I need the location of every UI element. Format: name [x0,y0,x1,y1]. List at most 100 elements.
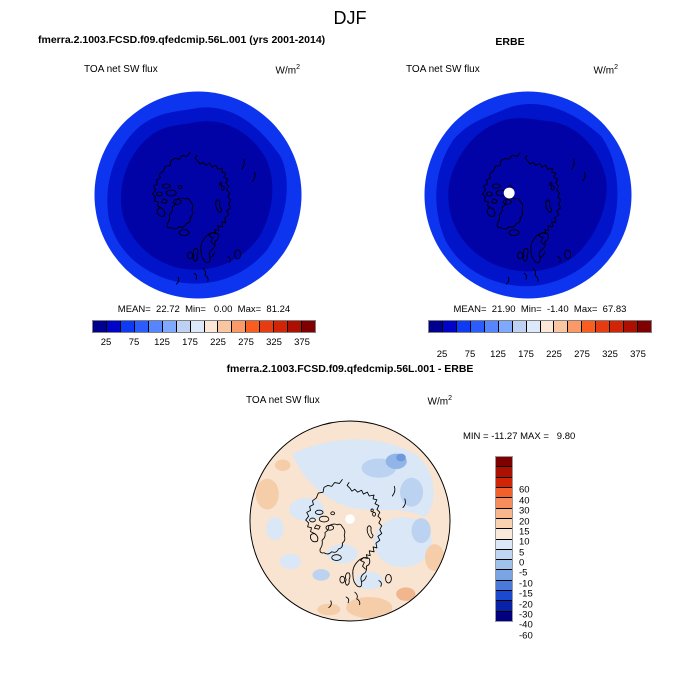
colorbar-cell [496,457,512,467]
colorbar-cell [203,321,218,332]
model-units-label: W/m2 [275,64,300,77]
model-case-title: fmerra.2.1003.FCSD.f09.qfedcmip.56L.001 … [38,34,326,46]
tick-label: 25 [436,349,448,360]
model-label-row: TOA net SW flux W/m2 [84,64,300,76]
obs-case-title: ERBE [495,36,525,48]
tick-label: 175 [182,337,198,348]
diff-polar-map [249,420,451,622]
colorbar-cell [525,321,540,332]
colorbar-cell [595,321,610,332]
colorbar-cell [496,517,512,529]
diff-pole-missing-dot [345,514,355,524]
model-map-polar-interior [121,121,273,270]
diff-colorbar-ticks: 60 40 30 20 15 10 5 0 -5 -10 -15 -20 -30 -40 -60 [519,480,549,646]
colorbar-cell [496,507,512,518]
colorbar-cell [567,321,582,332]
obs-stats: MEAN= 21.90 Min= -1.40 Max= 67.83 [453,304,627,315]
tick-label: 375 [294,337,310,348]
obs-pole-missing-dot [503,187,515,199]
diff-map-warm-patches [255,459,445,619]
tick-label: 30 [519,505,530,517]
colorbar-cell [553,321,568,332]
colorbar-cell [161,321,176,332]
model-field-label: TOA net SW flux [84,64,158,75]
colorbar-cell [105,321,120,332]
obs-colorbar [428,320,652,333]
colorbar-cell [301,321,315,332]
colorbar-cell [483,321,498,332]
colorbar-cell [496,486,512,498]
model-colorbar [92,320,316,333]
tick-label: 15 [519,526,530,538]
tick-label: -30 [519,609,533,621]
diff-case-title: fmerra.2.1003.FCSD.f09.qfedcmip.56L.001 … [226,363,474,375]
colorbar-cell [496,466,512,477]
tick-label: 225 [210,337,226,348]
colorbar-cell [496,528,512,539]
tick-label: 125 [154,337,170,348]
diff-map-cool-patches [266,439,434,590]
tick-label: -20 [519,599,533,610]
colorbar-cell [511,321,526,332]
colorbar-cell [581,321,596,332]
obs-units-label: W/m2 [593,64,618,77]
colorbar-cell [93,321,106,332]
colorbar-cell [637,321,651,332]
colorbar-cell [455,321,470,332]
tick-label: -10 [519,578,533,590]
model-colorbar-ticks: 25 75 125 175 225 275 325 375 [92,337,316,349]
colorbar-cell [496,497,512,508]
colorbar-cell [273,321,288,332]
colorbar-cell [147,321,162,332]
obs-polar-map [424,91,632,299]
diff-label-row: TOA net SW flux W/m2 [246,395,452,407]
colorbar-cell [496,569,512,580]
tick-label: 275 [238,337,254,348]
model-polar-map [94,91,302,299]
colorbar-cell [231,321,246,332]
colorbar-cell [496,476,512,487]
tick-label: 25 [100,337,112,348]
colorbar-cell [496,538,512,549]
colorbar-cell [133,321,148,332]
tick-label: 325 [602,349,618,360]
colorbar-cell [175,321,190,332]
page-title: DJF [333,8,367,28]
colorbar-cell [609,321,624,332]
diff-minmax: MIN = -11.27 MAX = 9.80 [463,431,576,442]
tick-label: 75 [128,337,140,348]
tick-label: 275 [574,349,590,360]
colorbar-cell [496,559,512,570]
diff-field-label: TOA net SW flux [246,395,320,406]
tick-label: -40 [519,619,533,631]
tick-label: -60 [519,630,533,642]
colorbar-cell [217,321,232,332]
tick-label: -15 [519,588,533,600]
colorbar-cell [469,321,484,332]
tick-label: -5 [519,567,528,579]
colorbar-cell [497,321,512,332]
obs-field-label: TOA net SW flux [406,64,480,75]
colorbar-cell [496,600,512,611]
diff-map-outline [249,420,451,622]
obs-label-row: TOA net SW flux W/m2 [406,64,618,76]
tick-label: 40 [519,495,530,507]
diff-units-label: W/m2 [427,395,452,408]
tick-label: 0 [519,557,525,569]
tick-label: 20 [519,516,530,527]
tick-label: 60 [519,484,530,496]
colorbar-cell [496,579,512,591]
colorbar-cell [441,321,456,332]
colorbar-cell [245,321,260,332]
tick-label: 10 [519,536,530,548]
colorbar-cell [496,610,512,621]
tick-label: 75 [464,349,476,360]
colorbar-cell [259,321,274,332]
colorbar-cell [287,321,302,332]
tick-label: 5 [519,547,525,559]
colorbar-cell [429,321,442,332]
colorbar-cell [623,321,638,332]
colorbar-cell [539,321,554,332]
model-stats: MEAN= 22.72 Min= 0.00 Max= 81.24 [117,304,291,315]
